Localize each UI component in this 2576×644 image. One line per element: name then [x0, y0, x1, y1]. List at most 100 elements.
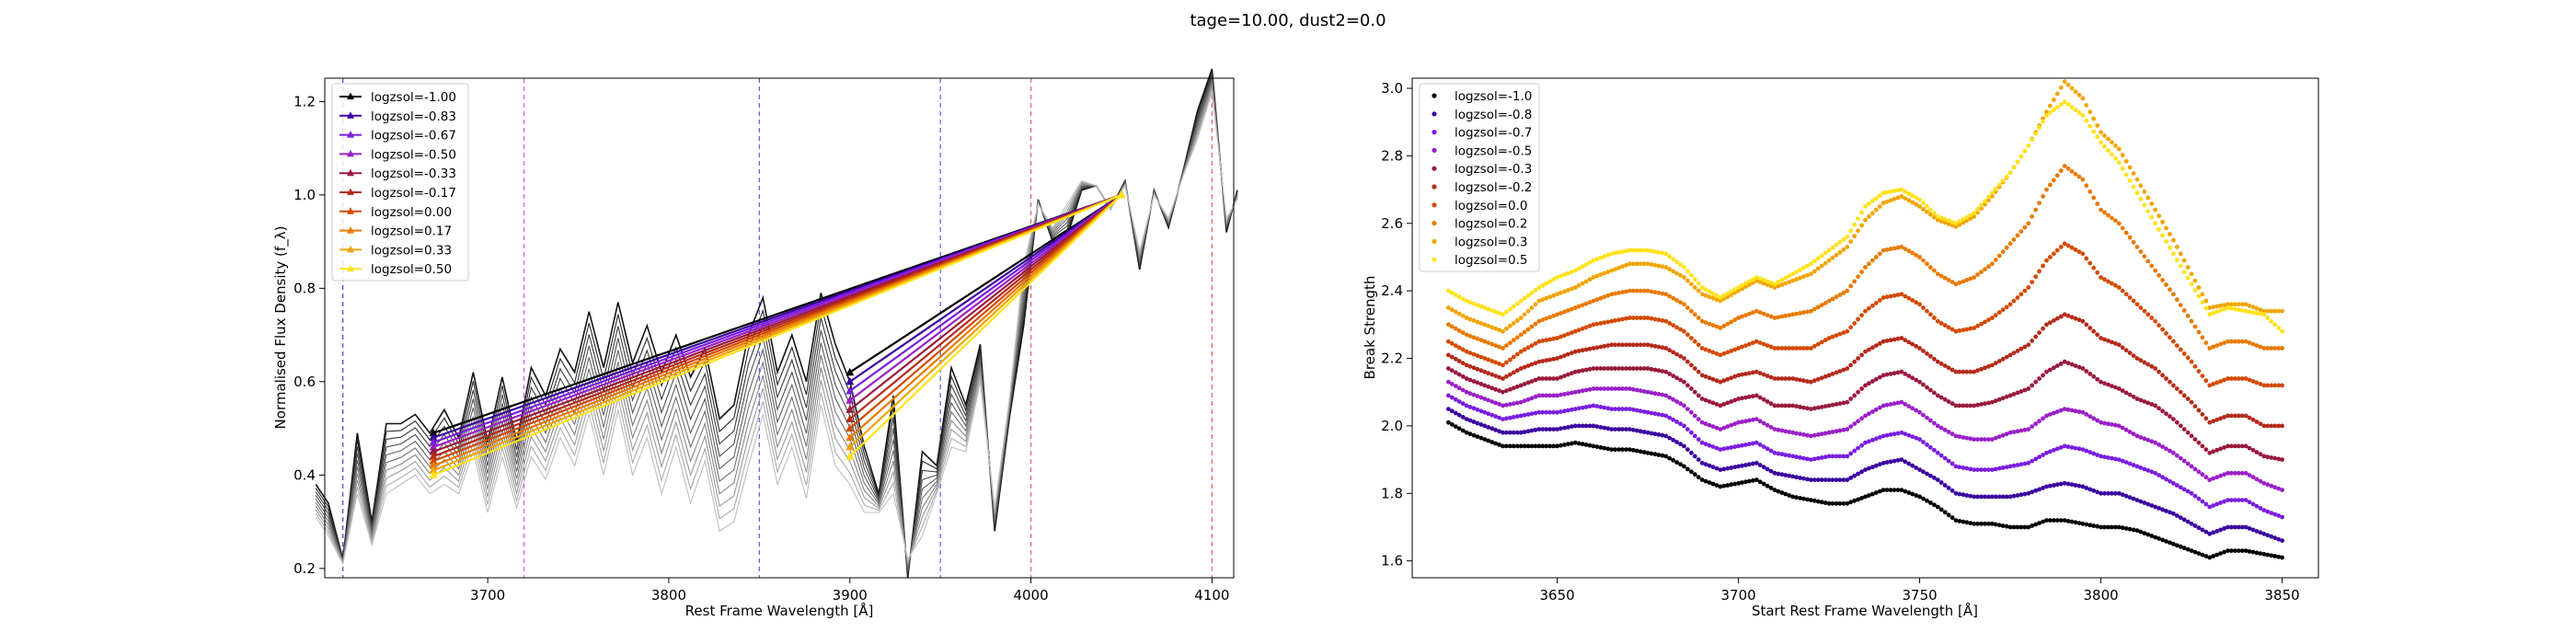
point-4-52 [1634, 366, 1639, 371]
point-0-91 [1776, 489, 1781, 494]
point-2-19 [1514, 414, 1520, 419]
point-5-158 [2018, 346, 2024, 351]
point-2-99 [1805, 456, 1810, 462]
point-8-145 [1972, 214, 1977, 219]
point-2-121 [1884, 432, 1890, 438]
point-3-210 [2207, 477, 2213, 482]
point-3-228 [2272, 485, 2278, 490]
point-0-83 [1747, 478, 1752, 484]
point-2-78 [1729, 445, 1734, 450]
point-1-135 [1935, 477, 1940, 482]
point-6-186 [2120, 288, 2125, 293]
point-8-43 [1602, 270, 1607, 276]
point-4-1 [1449, 368, 1455, 374]
point-7-226 [2265, 346, 2271, 351]
point-6-137 [1942, 323, 1948, 328]
point-6-60 [1663, 318, 1669, 324]
point-7-161 [2030, 214, 2035, 219]
point-1-0 [1446, 407, 1451, 411]
point-5-160 [2026, 342, 2031, 348]
point-3-172 [2069, 408, 2075, 413]
point-0-194 [2149, 534, 2155, 538]
point-7-96 [1794, 311, 1799, 316]
point-5-196 [2156, 369, 2162, 374]
point-1-73 [1710, 465, 1716, 470]
point-0-224 [2258, 551, 2263, 556]
point-0-205 [2189, 548, 2194, 553]
point-4-169 [2058, 362, 2064, 366]
point-9-185 [2116, 160, 2122, 166]
point-5-225 [2261, 423, 2267, 429]
point-0-225 [2261, 551, 2267, 557]
point-3-39 [1587, 386, 1593, 392]
point-0-25 [1536, 443, 1542, 449]
point-7-217 [2233, 339, 2237, 344]
point-9-122 [1888, 189, 1893, 194]
point-0-52 [1634, 448, 1639, 454]
point-1-80 [1736, 464, 1741, 469]
point-2-12 [1489, 412, 1495, 418]
point-0-108 [1837, 500, 1843, 506]
point-1-129 [1914, 466, 1919, 470]
point-7-116 [1867, 261, 1871, 267]
point-3-60 [1663, 393, 1669, 398]
point-8-186 [2120, 153, 2125, 158]
point-2-30 [1555, 409, 1559, 415]
point-6-178 [2091, 265, 2097, 270]
point-0-28 [1547, 443, 1553, 449]
point-4-118 [1873, 376, 1879, 382]
marker-5-0 [429, 452, 438, 460]
point-3-98 [1801, 432, 1806, 437]
point-6-183 [2110, 281, 2114, 286]
marker-8-1 [845, 442, 855, 451]
point-1-107 [1834, 477, 1839, 482]
point-0-29 [1551, 443, 1557, 449]
point-1-150 [1990, 494, 1995, 500]
point-7-59 [1660, 291, 1665, 296]
point-3-177 [2087, 414, 2093, 419]
point-9-57 [1652, 249, 1658, 254]
point-4-156 [2011, 392, 2017, 397]
point-4-88 [1765, 399, 1770, 404]
point-4-135 [1935, 393, 1940, 398]
left-axes-frame [324, 77, 1235, 579]
point-6-227 [2269, 383, 2274, 388]
point-2-28 [1547, 409, 1553, 415]
point-4-152 [1996, 397, 2002, 402]
point-1-53 [1638, 429, 1643, 434]
point-2-201 [2174, 483, 2179, 488]
point-5-175 [2080, 318, 2086, 324]
point-3-175 [2080, 409, 2086, 415]
point-7-79 [1732, 317, 1738, 323]
point-5-10 [1482, 369, 1488, 374]
point-0-76 [1721, 483, 1727, 489]
point-0-122 [1888, 488, 1893, 492]
point-5-119 [1877, 341, 1882, 346]
point-9-86 [1757, 276, 1763, 282]
point-6-end [2280, 383, 2285, 388]
point-9-10 [1482, 305, 1488, 310]
point-8-45 [1609, 268, 1615, 273]
point-8-110 [1845, 245, 1850, 249]
point-4-5 [1464, 376, 1469, 381]
point-4-50 [1627, 366, 1632, 371]
point-7-153 [2000, 249, 2006, 254]
point-8-76 [1721, 296, 1727, 302]
right-ytick-label-4: 2.4 [1381, 282, 1403, 299]
point-2-52 [1634, 408, 1639, 413]
point-5-18 [1511, 370, 1516, 375]
point-2-143 [1964, 466, 1970, 471]
point-4-126 [1903, 372, 1908, 376]
point-6-182 [2106, 279, 2110, 284]
point-7-34 [1570, 306, 1574, 312]
point-6-43 [1602, 320, 1607, 325]
point-2-139 [1949, 461, 1955, 466]
point-4-174 [2076, 364, 2082, 370]
point-3-44 [1605, 386, 1611, 391]
point-1-221 [2247, 526, 2252, 531]
point-7-203 [2181, 308, 2187, 313]
point-3-141 [1957, 434, 1962, 439]
point-8-55 [1645, 261, 1650, 267]
point-2-174 [2076, 446, 2082, 452]
point-4-150 [1990, 399, 1995, 405]
